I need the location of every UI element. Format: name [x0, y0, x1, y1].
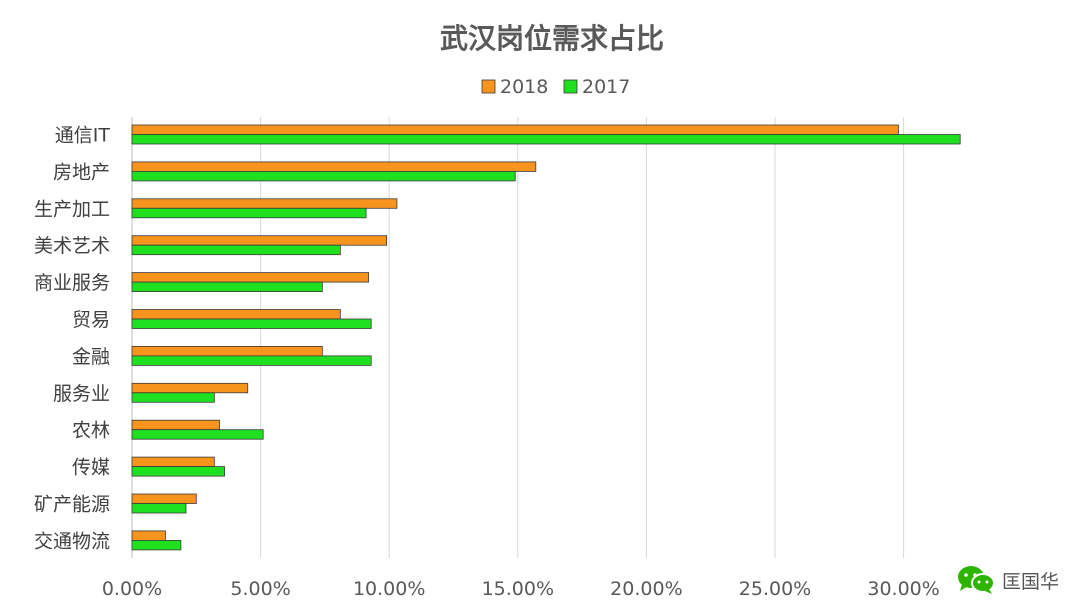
gridlines	[131, 117, 905, 558]
bar-2018	[131, 235, 388, 246]
chart-title: 武汉岗位需求占比	[440, 22, 664, 55]
bar-2017	[131, 318, 372, 329]
category-label: 农林	[72, 420, 110, 442]
bar-2017	[131, 134, 961, 145]
bar-2018	[131, 530, 166, 541]
x-tick-label: 30.00%	[867, 578, 939, 600]
bar-2018	[131, 345, 323, 357]
wechat-icon	[958, 566, 995, 594]
x-tick-label: 10.00%	[353, 578, 425, 600]
x-tick-label: 15.00%	[482, 578, 554, 600]
bar-2017	[131, 392, 215, 403]
category-label: 美术艺术	[34, 235, 110, 257]
x-tick-label: 5.00%	[230, 578, 290, 600]
bar-2017	[131, 540, 182, 551]
x-tick-labels: 0.00% 5.00% 10.00% 15.00% 20.00% 25.00% 30.00%	[102, 578, 940, 600]
bar-2017	[131, 207, 367, 219]
category-label: 贸易	[72, 309, 110, 331]
category-label: 金融	[72, 346, 110, 368]
category-label: 交通物流	[34, 530, 110, 552]
x-tick-label: 25.00%	[739, 578, 811, 600]
x-tick-label: 0.00%	[102, 578, 162, 600]
category-label: 生产加工	[34, 198, 110, 220]
bar-2018	[131, 309, 341, 320]
category-label: 商业服务	[34, 272, 110, 294]
bar-2018	[131, 272, 370, 283]
watermark-text: 匡国华	[1002, 570, 1060, 593]
category-label: 房地产	[53, 161, 110, 183]
legend-label: 2018	[500, 76, 548, 98]
x-tick-label: 20.00%	[610, 578, 682, 600]
watermark: 匡国华	[956, 562, 1059, 598]
category-label: 传媒	[72, 457, 110, 479]
category-label: 矿产能源	[34, 494, 110, 516]
bar-2017	[131, 503, 187, 514]
bar-2018	[131, 456, 215, 468]
bars	[131, 124, 961, 551]
bar-2017	[131, 281, 323, 293]
bar-2018	[131, 198, 398, 209]
category-label: 服务业	[53, 383, 110, 405]
bar-2018	[131, 161, 537, 172]
chart-legend: 2018 2017	[481, 76, 630, 98]
legend-swatch	[563, 79, 578, 94]
bar-2018	[131, 382, 249, 394]
legend-label: 2017	[582, 76, 630, 98]
bar-2017	[131, 355, 372, 366]
legend-swatch	[481, 79, 496, 94]
bar-2018	[131, 124, 899, 135]
bar-2018	[131, 493, 197, 504]
bar-2018	[131, 419, 220, 431]
bar-2017	[131, 429, 264, 440]
category-label: 通信IT	[55, 125, 111, 147]
bar-2017	[131, 244, 341, 256]
bar-2017	[131, 170, 516, 182]
bar-2017	[131, 466, 225, 477]
